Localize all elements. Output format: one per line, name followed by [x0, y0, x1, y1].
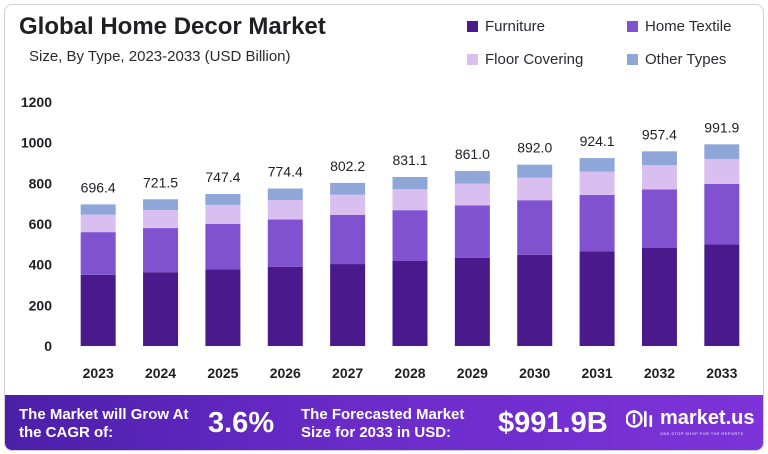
chart-frame: Global Home Decor Market Size, By Type, … — [4, 4, 764, 451]
stacked-bar-chart: 0 200 400 600 800 1000 1200 696.4 2023 721.5 2024 7… — [21, 94, 740, 381]
y-tick-label: 400 — [29, 257, 53, 273]
bar-total-label: 991.9 — [704, 119, 739, 135]
chart-title: Global Home Decor Market — [19, 13, 326, 40]
legend-swatch-home-textile — [627, 21, 638, 32]
bar-total-label: 774.4 — [268, 164, 303, 180]
bar-segment-furniture — [330, 264, 366, 346]
bar-segment-floor-covering — [517, 177, 553, 201]
y-tick-label: 0 — [44, 338, 52, 354]
bar-segment-furniture — [517, 254, 553, 346]
bar-segment-other-types — [267, 188, 303, 201]
bar-segment-floor-covering — [80, 214, 116, 233]
y-tick-label: 1000 — [21, 135, 52, 151]
bar-segment-furniture — [704, 244, 740, 346]
legend-swatch-floor-covering — [467, 54, 478, 65]
bar-segment-home-textile — [80, 232, 116, 275]
bar-segment-other-types — [454, 170, 490, 184]
bar-total-label: 721.5 — [143, 174, 178, 190]
x-tick-label: 2026 — [270, 365, 301, 381]
bar-segment-other-types — [205, 194, 241, 205]
x-tick-label: 2031 — [582, 365, 613, 381]
bar-segment-floor-covering — [454, 183, 490, 206]
x-tick-label: 2023 — [83, 365, 114, 381]
x-tick-label: 2033 — [706, 365, 737, 381]
bar-total-label: 892.0 — [517, 140, 552, 156]
x-tick-label: 2028 — [394, 365, 425, 381]
x-tick-label: 2024 — [145, 365, 176, 381]
legend-label-other-types: Other Types — [645, 51, 727, 68]
legend-item-floor-covering: Floor Covering — [467, 51, 583, 68]
legend-label-home-textile: Home Textile — [645, 18, 732, 35]
bar-segment-home-textile — [704, 183, 740, 245]
legend-item-furniture: Furniture — [467, 18, 545, 35]
brand-tagline: ONE STOP SHOP FOR THE REPORTS — [660, 431, 744, 436]
bar-segment-home-textile — [143, 228, 179, 273]
bar-segment-home-textile — [454, 205, 490, 258]
bar-segment-home-textile — [641, 189, 677, 248]
bar-segment-other-types — [641, 151, 677, 166]
x-tick-label: 2032 — [644, 365, 675, 381]
brand-name: market.us — [660, 407, 755, 429]
y-tick-label: 800 — [29, 175, 53, 191]
market-size-value: $991.9B — [498, 407, 608, 439]
y-tick-label: 200 — [29, 297, 53, 313]
bar-segment-floor-covering — [143, 209, 179, 229]
legend-item-home-textile: Home Textile — [627, 18, 731, 35]
bar-segment-other-types — [330, 182, 366, 195]
bar-segment-furniture — [392, 261, 428, 346]
bar-segment-floor-covering — [330, 194, 366, 215]
bar-segment-other-types — [579, 158, 615, 172]
legend-label-furniture: Furniture — [485, 18, 546, 35]
bar-segment-home-textile — [205, 223, 241, 270]
legend: Furniture Home Textile Floor Covering Ot… — [467, 18, 763, 78]
market-us-logo-icon — [626, 410, 653, 428]
bar-segment-other-types — [517, 164, 553, 178]
cagr-label: The Market will Grow At the CAGR of: — [19, 406, 189, 441]
chart-subtitle: Size, By Type, 2023-2033 (USD Billion) — [29, 48, 291, 65]
bar-segment-floor-covering — [205, 204, 241, 224]
bar-segment-home-textile — [330, 214, 366, 265]
legend-item-other-types: Other Types — [627, 51, 726, 68]
bar-segment-furniture — [641, 247, 677, 346]
bar-total-label: 747.4 — [205, 169, 240, 185]
y-tick-label: 600 — [29, 216, 53, 232]
bar-segment-home-textile — [579, 194, 615, 252]
x-tick-label: 2025 — [207, 365, 238, 381]
bar-segment-furniture — [205, 269, 241, 346]
bar-segment-floor-covering — [704, 158, 740, 184]
legend-swatch-furniture — [467, 21, 478, 32]
bar-segment-furniture — [454, 257, 490, 346]
legend-swatch-other-types — [627, 54, 638, 65]
bar-total-label: 924.1 — [580, 133, 615, 149]
bar-segment-home-textile — [392, 210, 428, 262]
bar-segment-other-types — [80, 204, 116, 215]
bar-segment-furniture — [143, 272, 179, 346]
market-size-label: The Forecasted Market Size for 2033 in U… — [301, 406, 465, 441]
bar-segment-floor-covering — [267, 200, 303, 220]
bar-segment-other-types — [143, 199, 179, 210]
y-tick-label: 1200 — [21, 94, 52, 110]
legend-label-floor-covering: Floor Covering — [485, 51, 584, 68]
bar-segment-floor-covering — [579, 171, 615, 195]
cagr-value: 3.6% — [208, 407, 275, 439]
bar-segment-floor-covering — [641, 165, 677, 190]
summary-footer: The Market will Grow At the CAGR of: 3.6… — [5, 395, 763, 450]
bar-segment-furniture — [579, 251, 615, 346]
bar-total-label: 696.4 — [81, 179, 116, 195]
bar-segment-other-types — [704, 144, 740, 159]
bar-segment-furniture — [267, 266, 303, 346]
bar-segment-other-types — [392, 177, 428, 190]
bar-total-label: 802.2 — [330, 158, 365, 174]
x-tick-label: 2030 — [519, 365, 550, 381]
bar-total-label: 861.0 — [455, 146, 490, 162]
x-tick-label: 2027 — [332, 365, 363, 381]
brand-logo[interactable]: market.us ONE STOP SHOP FOR THE REPORTS — [626, 407, 760, 439]
bar-segment-floor-covering — [392, 189, 428, 211]
bar-total-label: 831.1 — [392, 152, 427, 168]
x-tick-label: 2029 — [457, 365, 488, 381]
bar-segment-home-textile — [517, 200, 553, 255]
bar-total-label: 957.4 — [642, 126, 677, 142]
bar-segment-furniture — [80, 274, 116, 346]
bar-segment-home-textile — [267, 219, 303, 267]
